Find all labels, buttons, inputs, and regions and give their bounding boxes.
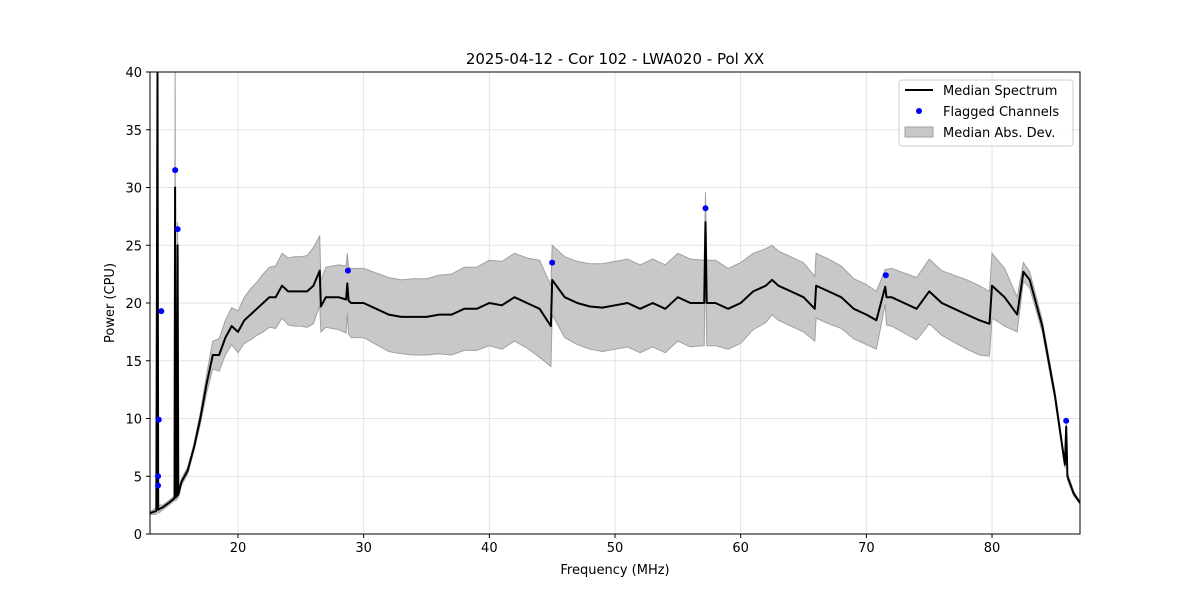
flagged-channel-point: [1063, 417, 1070, 424]
x-tick-label: 50: [607, 541, 624, 556]
y-tick-label: 0: [134, 528, 142, 543]
flagged-channel-point: [702, 205, 709, 212]
x-tick-label: 30: [355, 541, 372, 556]
axis-ticks: 20 30 40 50 60 70 80 0 5 10 15 20 25 30 35 40: [125, 66, 1000, 556]
y-tick-label: 10: [125, 413, 142, 428]
flagged-channel-point: [882, 272, 889, 279]
x-axis-label: Frequency (MHz): [560, 563, 669, 578]
x-tick-label: 70: [858, 541, 875, 556]
y-tick-label: 35: [125, 124, 142, 139]
y-tick-label: 40: [125, 66, 142, 81]
legend: Median Spectrum Flagged Channels Median …: [898, 79, 1074, 147]
legend-box: [898, 79, 1074, 147]
legend-mad-swatch: [904, 126, 934, 138]
y-axis-label: Power (CPU): [103, 263, 118, 343]
flagged-channels: [155, 167, 1070, 489]
median-spectrum-line: [150, 72, 1080, 515]
legend-flagged-swatch: [916, 108, 922, 114]
x-tick-label: 60: [732, 541, 749, 556]
legend-median-label: Median Spectrum: [943, 84, 1057, 99]
x-tick-label: 20: [230, 541, 247, 556]
flagged-channel-point: [155, 416, 162, 423]
median-abs-dev-band: [150, 72, 1080, 515]
flagged-channel-point: [174, 226, 181, 233]
flagged-channel-point: [158, 308, 165, 315]
flagged-channel-point: [549, 259, 556, 266]
flagged-channel-point: [172, 167, 179, 174]
legend-flagged-label: Flagged Channels: [943, 105, 1059, 120]
legend-mad-label: Median Abs. Dev.: [943, 126, 1055, 141]
flagged-channel-point: [155, 473, 162, 480]
y-tick-label: 20: [125, 297, 142, 312]
flagged-channel-point: [344, 267, 351, 274]
chart-title: 2025-04-12 - Cor 102 - LWA020 - Pol XX: [466, 50, 764, 68]
x-tick-label: 40: [481, 541, 498, 556]
y-tick-label: 15: [125, 355, 142, 370]
x-tick-label: 80: [984, 541, 1001, 556]
y-tick-label: 30: [125, 182, 142, 197]
y-tick-label: 25: [125, 239, 142, 254]
flagged-channel-point: [155, 482, 162, 489]
y-tick-label: 5: [134, 470, 142, 485]
